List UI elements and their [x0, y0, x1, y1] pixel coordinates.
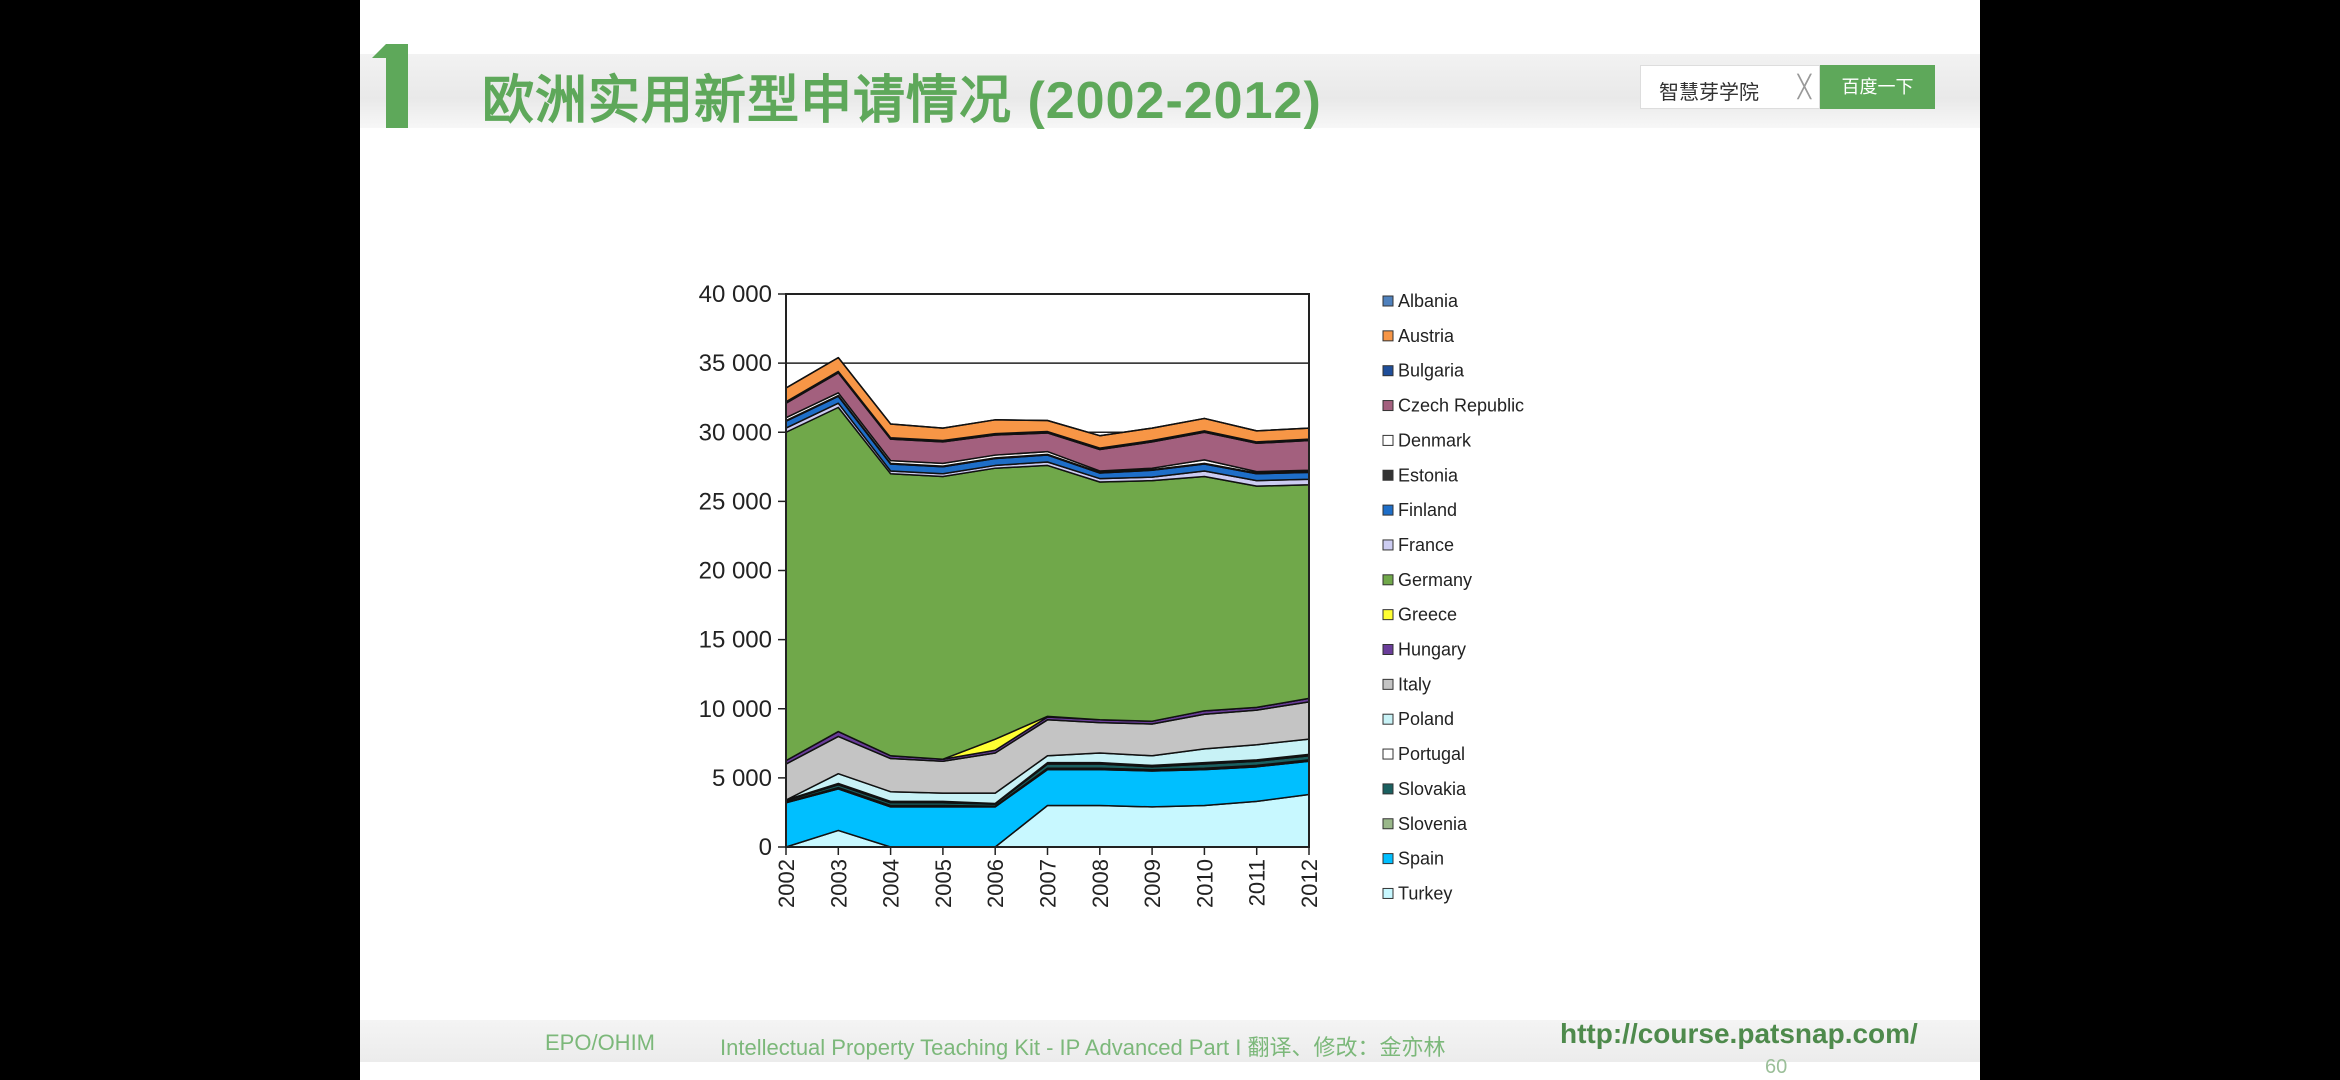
legend-label: Austria — [1398, 326, 1455, 346]
x-tick-label: 2002 — [774, 859, 799, 908]
legend-swatch — [1382, 574, 1394, 586]
legend-label: Bulgaria — [1398, 361, 1465, 381]
legend-swatch — [1382, 748, 1394, 760]
x-tick-label: 2006 — [983, 859, 1008, 908]
x-tick-label: 2007 — [1036, 859, 1061, 908]
legend-swatch — [1382, 400, 1394, 412]
legend-label: Albania — [1398, 291, 1459, 311]
y-tick-label: 30 000 — [699, 419, 772, 446]
y-tick-label: 0 — [759, 834, 772, 861]
x-tick-label: 2012 — [1297, 859, 1322, 908]
legend-swatch — [1382, 853, 1394, 865]
legend-label: Germany — [1398, 570, 1472, 590]
x-tick-label: 2003 — [826, 859, 851, 908]
legend-label: Turkey — [1398, 883, 1452, 903]
footer-kit: Intellectual Property Teaching Kit - IP … — [720, 1035, 1446, 1060]
x-tick-label: 2009 — [1140, 859, 1165, 908]
x-tick-label: 2005 — [931, 859, 956, 908]
legend-swatch — [1382, 783, 1394, 795]
y-tick-label: 15 000 — [699, 627, 772, 654]
legend-swatch — [1382, 609, 1394, 621]
y-tick-label: 20 000 — [699, 558, 772, 585]
legend-label: Slovenia — [1398, 814, 1468, 834]
legend-label: Spain — [1398, 849, 1444, 869]
legend-swatch — [1382, 330, 1394, 342]
legend-swatch — [1382, 539, 1394, 551]
legend-swatch — [1382, 504, 1394, 516]
page-number: 60 — [1765, 1056, 1788, 1078]
legend-label: Finland — [1398, 500, 1457, 520]
x-tick-label: 2010 — [1192, 859, 1217, 908]
y-tick-label: 10 000 — [699, 696, 772, 723]
legend-label: Hungary — [1398, 640, 1466, 660]
legend-label: Greece — [1398, 605, 1457, 625]
footer-url[interactable]: http://course.patsnap.com/ — [1560, 1018, 1918, 1049]
legend-swatch — [1382, 887, 1394, 899]
legend-label: Estonia — [1398, 465, 1459, 485]
page-title: 欧洲实用新型申请情况 (2002-2012) — [482, 72, 1322, 130]
legend-swatch — [1382, 713, 1394, 725]
footer-org: EPO/OHIM — [545, 1030, 656, 1055]
legend-swatch — [1382, 644, 1394, 655]
legend-label: France — [1398, 535, 1454, 555]
legend-swatch — [1382, 365, 1394, 377]
search-input[interactable]: 智慧芽学院 — [1659, 82, 1759, 104]
legend-swatch — [1382, 434, 1394, 446]
x-tick-label: 2008 — [1088, 859, 1113, 908]
search-button[interactable]: 百度一下 — [1820, 65, 1935, 109]
legend-label: Denmark — [1398, 430, 1472, 450]
x-tick-label: 2011 — [1245, 859, 1270, 906]
y-tick-label: 40 000 — [699, 281, 772, 308]
x-tick-label: 2004 — [879, 859, 904, 908]
legend-label: Czech Republic — [1398, 396, 1524, 416]
slide: 欧洲实用新型申请情况 (2002-2012) 智慧芽学院 ╳ 百度一下 EPO/… — [360, 0, 1980, 1080]
section-number-badge — [372, 44, 408, 128]
legend-swatch — [1382, 818, 1394, 830]
legend-label: Slovakia — [1398, 779, 1467, 799]
y-tick-label: 5 000 — [712, 765, 772, 792]
legend-label: Italy — [1398, 674, 1431, 694]
search-box[interactable]: 智慧芽学院 ╳ — [1640, 65, 1820, 109]
legend-label: Portugal — [1398, 744, 1465, 764]
close-icon[interactable]: ╳ — [1797, 74, 1811, 99]
y-tick-label: 35 000 — [699, 350, 772, 377]
legend-swatch — [1382, 469, 1394, 481]
legend-swatch — [1382, 295, 1394, 307]
footer-band — [360, 1020, 1980, 1062]
legend-label: Poland — [1398, 709, 1454, 729]
legend-swatch — [1382, 678, 1394, 690]
y-tick-label: 25 000 — [699, 488, 772, 515]
